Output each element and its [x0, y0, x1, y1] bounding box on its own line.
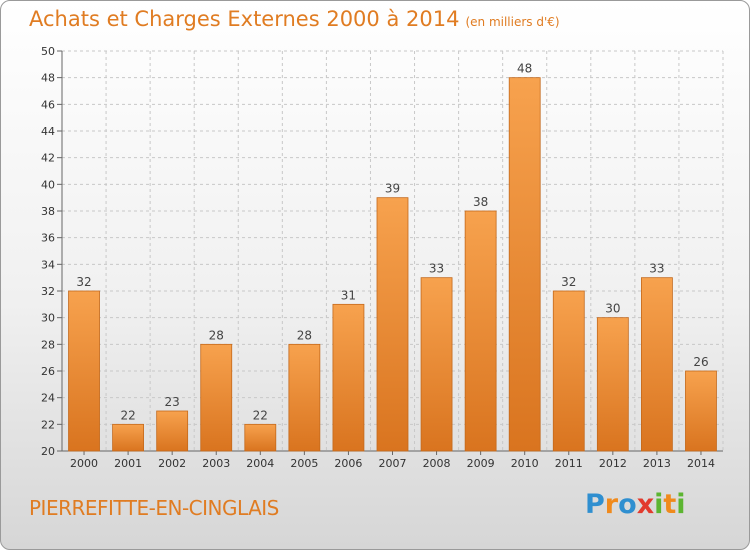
y-tick-label: 40: [41, 178, 55, 191]
bar-2002: [156, 410, 189, 452]
y-tick-label: 34: [41, 258, 55, 271]
value-label-2008: 33: [429, 262, 444, 276]
value-label-2009: 38: [473, 195, 488, 209]
bar-2013: [641, 277, 673, 452]
y-tick-label: 36: [41, 232, 55, 245]
x-tick-label-2013: 2013: [643, 457, 671, 470]
bar-2011: [552, 290, 585, 452]
bar-2012: [596, 317, 629, 452]
x-tick-label-2006: 2006: [334, 457, 362, 470]
chart-title-text: Achats et Charges Externes 2000 à 2014: [29, 7, 460, 31]
bar-2001: [112, 423, 144, 452]
value-label-2011: 32: [561, 275, 576, 289]
value-label-2000: 32: [76, 275, 91, 289]
x-tick-label-2010: 2010: [511, 457, 539, 470]
value-label-2004: 22: [253, 408, 268, 422]
bar-2003: [200, 343, 233, 452]
value-label-2014: 26: [693, 355, 708, 369]
bars: [68, 77, 717, 452]
y-tick-label: 26: [41, 365, 55, 378]
bar-2007: [376, 197, 409, 452]
logo-letter: t: [663, 489, 677, 520]
x-tick-label-2003: 2003: [202, 457, 230, 470]
x-tick-label-2004: 2004: [246, 457, 274, 470]
chart-title: Achats et Charges Externes 2000 à 2014 (e…: [29, 7, 560, 31]
x-tick-label-2000: 2000: [70, 457, 98, 470]
x-tick-label-2002: 2002: [158, 457, 186, 470]
x-tick-label-2005: 2005: [290, 457, 318, 470]
logo-letter: r: [604, 489, 619, 520]
value-label-2010: 48: [517, 62, 532, 76]
y-tick-label: 50: [41, 45, 55, 58]
value-label-2013: 33: [649, 262, 664, 276]
value-label-2003: 28: [209, 328, 224, 342]
bar-2004: [244, 423, 277, 452]
commune-name: PIERREFITTE-EN-CINGLAIS: [29, 496, 279, 520]
y-tick-label: 44: [41, 125, 55, 138]
y-tick-label: 38: [41, 205, 55, 218]
bar-2005: [288, 343, 321, 452]
value-label-2005: 28: [297, 328, 312, 342]
y-tick-label: 48: [41, 72, 55, 85]
logo-letter: i: [654, 489, 664, 520]
x-tick-label-2007: 2007: [379, 457, 407, 470]
chart-subtitle: (en milliers d'€): [465, 15, 560, 29]
bar-2008: [420, 277, 453, 452]
x-tick-label-2011: 2011: [555, 457, 583, 470]
bar-2010: [508, 77, 541, 452]
logo-letter: i: [676, 489, 686, 520]
bar-2009: [464, 210, 497, 452]
y-tick-label: 32: [41, 285, 55, 298]
value-label-2007: 39: [385, 182, 400, 196]
y-tick-label: 24: [41, 392, 55, 405]
x-tick-label-2008: 2008: [423, 457, 451, 470]
value-label-2012: 30: [605, 302, 620, 316]
x-tick-label-2001: 2001: [114, 457, 142, 470]
proxiti-logo: Proxiti: [585, 489, 686, 520]
logo-letter: P: [585, 489, 605, 520]
y-tick-label: 46: [41, 98, 55, 111]
logo-letter: o: [618, 489, 637, 520]
y-tick-label: 28: [41, 338, 55, 351]
bar-2014: [685, 370, 717, 452]
y-tick-label: 20: [41, 445, 55, 458]
bar-2006: [332, 303, 365, 452]
bar-2000: [68, 290, 100, 452]
x-tick-label-2014: 2014: [687, 457, 715, 470]
value-label-2002: 23: [165, 395, 180, 409]
x-tick-label-2009: 2009: [467, 457, 495, 470]
value-label-2001: 22: [120, 408, 135, 422]
y-tick-label: 42: [41, 152, 55, 165]
labels: 20 22 24 26 28 30 32 34 36 38 40 42 44 46 48 50 32 2000 22…: [41, 45, 715, 470]
y-tick-label: 22: [41, 418, 55, 431]
logo-letter: x: [636, 489, 655, 520]
value-label-2006: 31: [341, 288, 356, 302]
x-tick-label-2012: 2012: [599, 457, 627, 470]
y-tick-label: 30: [41, 312, 55, 325]
